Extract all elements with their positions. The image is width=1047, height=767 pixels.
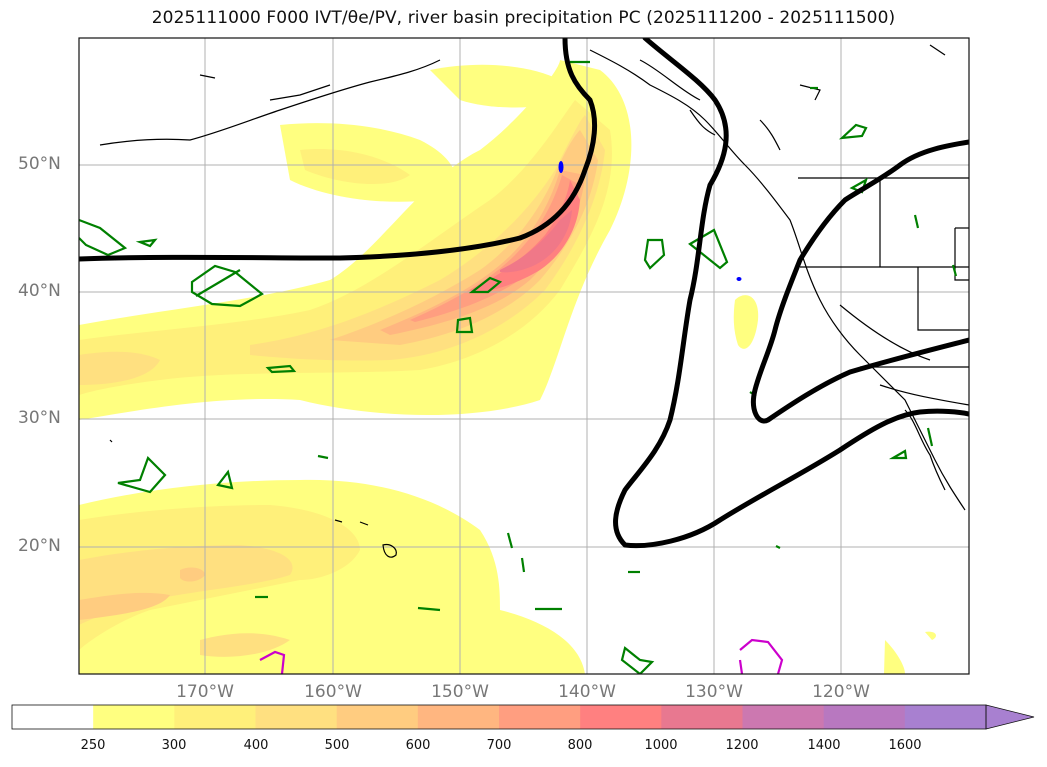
- colorbar-segment: [12, 705, 94, 729]
- lon-label-120w: 120°W: [812, 682, 870, 702]
- colorbar-segment: [336, 705, 419, 729]
- theta-e-contours: [79, 60, 958, 674]
- colorbar-tick-1400: 1400: [807, 738, 841, 753]
- lon-label-130w: 130°W: [685, 682, 743, 702]
- colorbar-tick-250: 250: [80, 738, 106, 753]
- colorbar-tick-400: 400: [243, 738, 269, 753]
- colorbar-tick-1600: 1600: [888, 738, 922, 753]
- colorbar-segment: [823, 705, 906, 729]
- blue-contours: [558, 161, 742, 281]
- colorbar-segment: [499, 705, 581, 729]
- ivt-contours: [79, 38, 969, 549]
- lat-label-30n: 30°N: [18, 408, 61, 428]
- colorbar-tick-1200: 1200: [725, 738, 759, 753]
- colorbar-segment: [661, 705, 743, 729]
- lon-label-160w: 160°W: [304, 682, 362, 702]
- plot-area: [79, 38, 969, 674]
- colorbar-segment: [417, 705, 500, 729]
- colorbar-tick-800: 800: [567, 738, 593, 753]
- colorbar-segment: [255, 705, 338, 729]
- colorbar-segment: [580, 705, 662, 729]
- lat-label-50n: 50°N: [18, 154, 61, 174]
- colorbar-segment: [904, 705, 987, 729]
- colorbar-tick-300: 300: [161, 738, 187, 753]
- plot-frame: [78, 37, 970, 675]
- lon-label-150w: 150°W: [431, 682, 489, 702]
- lat-label-20n: 20°N: [18, 536, 61, 556]
- colorbar-tick-500: 500: [324, 738, 350, 753]
- lon-label-140w: 140°W: [558, 682, 616, 702]
- lon-label-170w: 170°W: [176, 682, 234, 702]
- pv-contours: [259, 638, 784, 674]
- colorbar-tick-1000: 1000: [644, 738, 678, 753]
- graticule: [79, 38, 969, 674]
- colorbar-segment: [174, 705, 256, 729]
- map-title: 2025111000 F000 IVT/θe/PV, river basin p…: [151, 8, 896, 28]
- colorbar-segment: [93, 705, 175, 729]
- colorbar-segment: [742, 705, 825, 729]
- colorbar-tick-600: 600: [405, 738, 431, 753]
- colorbar-tick-700: 700: [486, 738, 512, 753]
- ivt-shading-north: [79, 60, 632, 420]
- lat-label-40n: 40°N: [18, 281, 61, 301]
